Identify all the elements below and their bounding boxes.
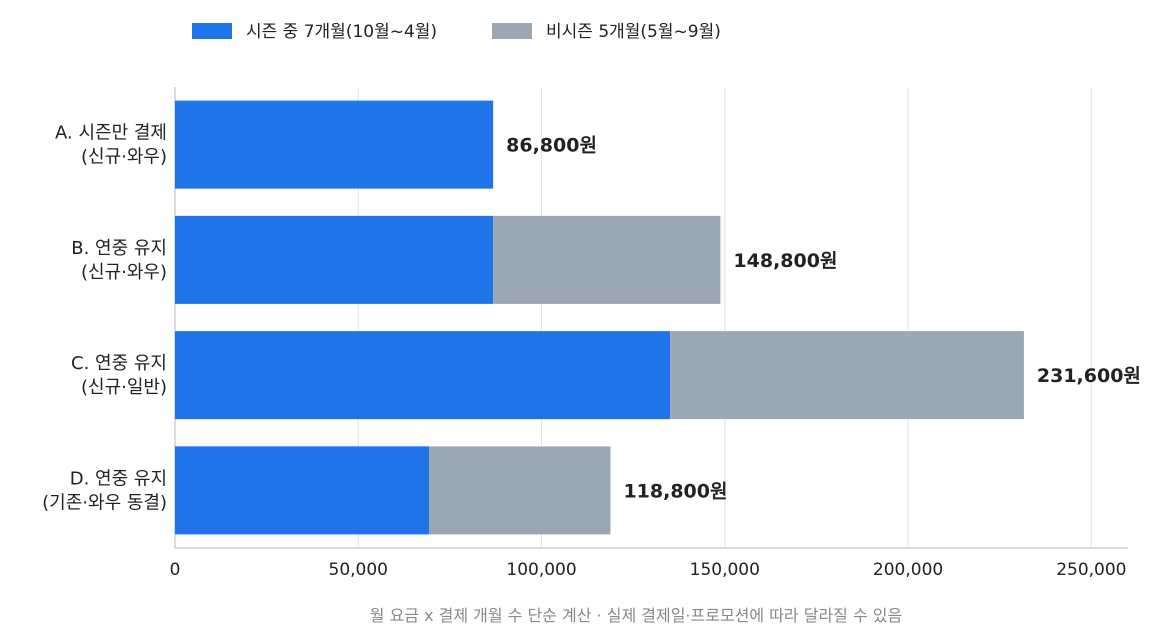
x-tick-label-2: 100,000 — [506, 560, 576, 580]
bar-1-series-1 — [493, 215, 721, 304]
x-tick-label-0: 0 — [170, 560, 181, 580]
category-label-0-line-0: A. 시즌만 결제 — [55, 123, 167, 144]
category-label-3-line-0: D. 연중 유지 — [70, 468, 167, 489]
bar-2-series-1 — [670, 331, 1024, 420]
value-labels: 86,800원 148,800원 231,600원 118,800원 — [506, 135, 1141, 503]
value-label-0: 86,800원 — [506, 135, 597, 157]
category-label-1-line-0: B. 연중 유지 — [71, 238, 167, 259]
footnote: 월 요금 x 결제 개월 수 단순 계산 · 실제 결제일·프로모션에 따라 달… — [370, 606, 902, 625]
x-tick-label-4: 200,000 — [873, 560, 943, 580]
legend-swatch-0 — [192, 23, 232, 39]
category-label-3-line-1: (기존·와우 동결) — [42, 492, 167, 513]
bars — [175, 100, 1024, 535]
value-label-3: 118,800원 — [623, 480, 727, 502]
bar-2-series-0 — [175, 331, 671, 420]
x-tick-label-1: 50,000 — [329, 560, 388, 580]
x-tick-label-3: 150,000 — [690, 560, 760, 580]
x-tick-label-5: 250,000 — [1056, 560, 1126, 580]
bar-1-series-0 — [175, 215, 494, 304]
category-label-2-line-0: C. 연중 유지 — [71, 353, 167, 374]
category-label-1-line-1: (신규·와우) — [81, 262, 167, 283]
category-label-0-line-1: (신규·와우) — [81, 147, 167, 168]
value-label-2: 231,600원 — [1037, 365, 1141, 387]
legend-label-0: 시즌 중 7개월(10월~4월) — [246, 22, 437, 42]
bar-0-series-0 — [175, 100, 494, 189]
value-label-1: 148,800원 — [733, 250, 837, 272]
legend-label-1: 비시즌 5개월(5월~9월) — [546, 22, 721, 42]
bar-3-series-0 — [175, 446, 430, 535]
legend-swatch-1 — [492, 23, 532, 39]
bar-3-series-1 — [429, 446, 611, 535]
category-labels: A. 시즌만 결제 (신규·와우) B. 연중 유지 (신규·와우) C. 연중 유지 (… — [42, 123, 167, 514]
category-label-2-line-1: (신규·일반) — [81, 377, 167, 398]
legend: 시즌 중 7개월(10월~4월) 비시즌 5개월(5월~9월) — [192, 22, 721, 42]
x-axis-ticks: 0 50,000 100,000 150,000 200,000 250,000 — [170, 560, 1127, 580]
